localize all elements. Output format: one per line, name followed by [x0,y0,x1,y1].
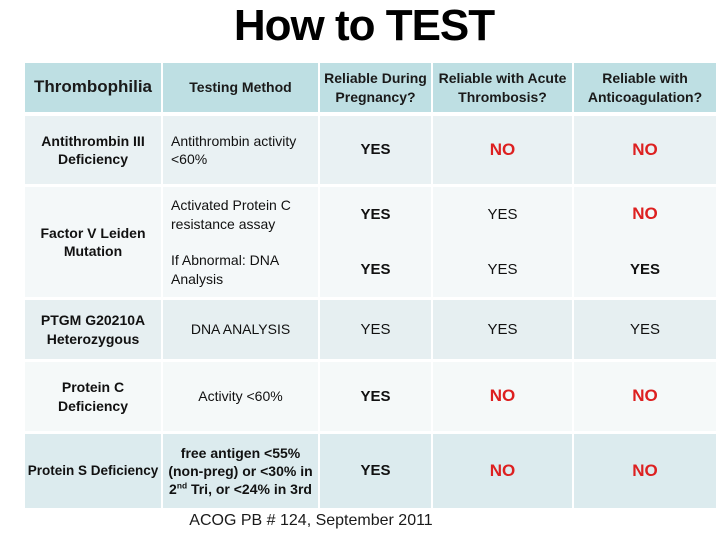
cell-reliable-pregnancy: YES [320,300,433,359]
slide-title: How to TEST [233,1,495,50]
line3-suffix: Tri, or <24% in 3rd [187,481,312,498]
cell-reliable-pregnancy: YES [320,116,433,184]
cell-reliable-anticoagulation: YES [574,242,716,297]
table-header-row: Thrombophilia Testing Method Reliable Du… [25,63,716,112]
cell-testing-method: DNA ANALYSIS [163,300,320,359]
cell-reliable-thrombosis: YES [433,300,574,359]
cell-thrombophilia-name: Protein C Deficiency [25,362,163,431]
value-yes: YES [360,260,391,278]
header-reliable-with-anticoagulation: Reliable with Anticoagulation? [574,63,716,112]
value-yes: YES [360,205,391,223]
value-no: NO [489,386,516,406]
cell-testing-method: Activity <60% [163,362,320,431]
value-yes: YES [629,260,660,278]
value-no: NO [489,139,516,159]
value-no: NO [632,386,658,406]
cell-reliable-anticoagulation: NO [574,434,716,508]
table-row-protein-s: Protein S Deficiency free antigen <55% (… [25,434,716,508]
value-yes: YES [360,141,391,159]
value-yes: YES [487,205,518,223]
line3-superscript: nd [176,480,188,491]
table-row-antithrombin-iii: Antithrombin III Deficiency Antithrombin… [25,116,716,184]
testing-method-line-1: free antigen <55% [180,444,301,461]
line3-prefix: 2 [169,481,177,498]
header-testing-method: Testing Method [163,63,320,112]
table-row-ptgm-g20210a: PTGM G20210A Heterozygous DNA ANALYSIS Y… [25,300,716,359]
value-no: NO [489,460,516,480]
header-reliable-with-acute-thrombosis: Reliable with Acute Thrombosis? [433,63,574,112]
cell-testing-method-primary: Activated Protein C resistance assay [163,187,320,242]
cell-thrombophilia-name: Factor V Leiden Mutation [25,187,163,297]
value-yes: YES [629,320,660,338]
citation-text: ACOG PB # 124, September 2011 [189,512,433,529]
thrombophilia-test-table: Thrombophilia Testing Method Reliable Du… [25,63,716,508]
header-thrombophilia: Thrombophilia [25,63,163,112]
cell-reliable-pregnancy: YES [320,242,433,297]
cell-reliable-thrombosis: NO [433,434,574,508]
value-yes: YES [360,387,391,405]
cell-reliable-pregnancy: YES [320,362,433,431]
value-no: NO [632,460,658,480]
cell-reliable-anticoagulation: YES [574,300,716,359]
cell-reliable-anticoagulation: NO [574,116,716,184]
cell-thrombophilia-name: Antithrombin III Deficiency [25,116,163,184]
cell-reliable-anticoagulation: NO [574,362,716,431]
cell-reliable-thrombosis: YES [433,242,574,297]
cell-reliable-pregnancy: YES [320,434,433,508]
value-no: NO [632,204,658,224]
value-yes: YES [487,320,518,338]
testing-method-line-3: 2nd Tri, or <24% in 3rd [167,480,314,498]
cell-reliable-thrombosis: NO [433,362,574,431]
cell-testing-method-if-abnormal: If Abnormal: DNA Analysis [163,242,320,297]
header-reliable-during-pregnancy: Reliable During Pregnancy? [320,63,433,112]
value-no: NO [632,139,658,159]
value-yes: YES [360,462,391,480]
table-row-factor-v-leiden: Factor V Leiden Mutation Activated Prote… [25,187,716,297]
cell-thrombophilia-name: Protein S Deficiency [25,434,163,508]
cell-testing-method: free antigen <55% (non-preg) or <30% in … [163,434,320,508]
value-yes: YES [360,320,391,338]
cell-reliable-thrombosis: NO [433,116,574,184]
cell-reliable-anticoagulation: NO [574,187,716,242]
cell-reliable-pregnancy: YES [320,187,433,242]
cell-testing-method: Antithrombin activity <60% [163,116,320,184]
table-row-protein-c: Protein C Deficiency Activity <60% YES N… [25,362,716,431]
testing-method-line-2: (non-preg) or <30% in [168,462,313,479]
value-yes: YES [487,260,518,278]
cell-thrombophilia-name: PTGM G20210A Heterozygous [25,300,163,359]
cell-reliable-thrombosis: YES [433,187,574,242]
